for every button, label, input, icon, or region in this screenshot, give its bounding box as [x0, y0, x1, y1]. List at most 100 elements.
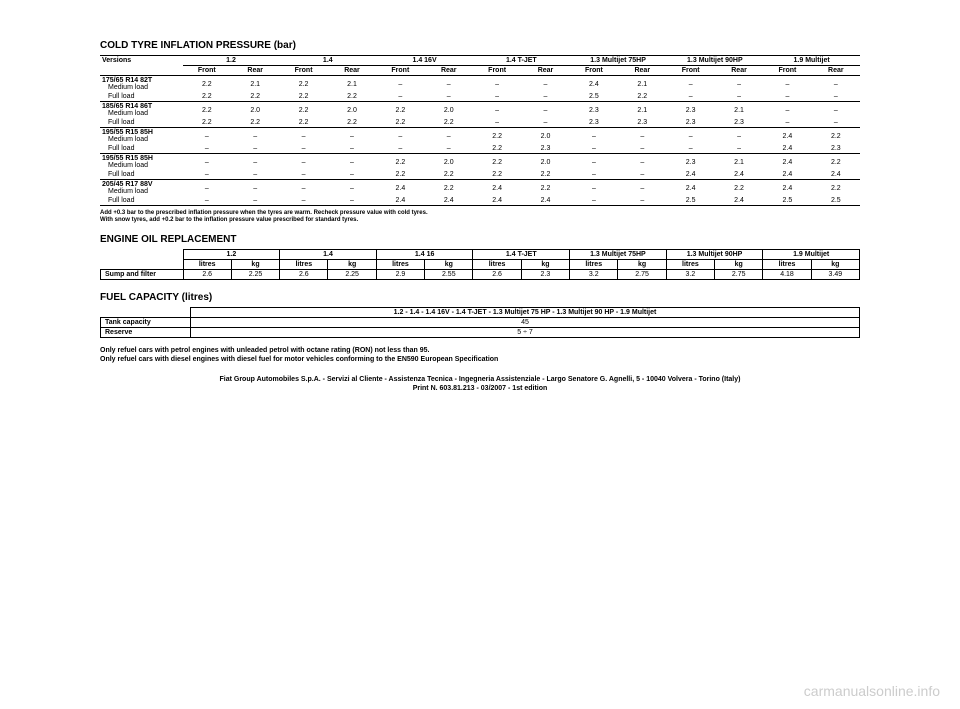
- tyre-val: 2.4: [521, 196, 569, 206]
- tyre-val: –: [328, 144, 376, 154]
- tyre-val: –: [812, 92, 860, 102]
- tyre-val: –: [473, 76, 521, 93]
- tyre-val: –: [425, 128, 473, 145]
- tyre-val: 2.2: [376, 102, 424, 119]
- col-group: 1.4 T-JET: [473, 250, 570, 260]
- tyre-val: 2.4: [763, 180, 811, 197]
- fuel-header: 1.2 - 1.4 - 1.4 16V - 1.4 T-JET - 1.3 Mu…: [191, 308, 860, 318]
- tyre-val: –: [618, 180, 666, 197]
- tyre-val: –: [183, 128, 231, 145]
- col-sub: Rear: [328, 66, 376, 76]
- tyre-val: –: [666, 76, 714, 93]
- tyre-row-label: 195/55 R15 85HMedium load: [100, 128, 183, 145]
- tyre-val: –: [812, 118, 860, 128]
- tyre-val: –: [231, 170, 279, 180]
- tyre-val: –: [570, 154, 618, 171]
- tyre-val: 2.1: [715, 154, 763, 171]
- tyre-val: 2.4: [763, 154, 811, 171]
- col-group: 1.4 16: [376, 250, 473, 260]
- tyre-val: –: [183, 144, 231, 154]
- tyre-row-sublabel: Full load: [100, 118, 183, 128]
- col-sub: Rear: [231, 66, 279, 76]
- oil-val: 2.6: [280, 270, 328, 280]
- tyre-val: 2.2: [279, 102, 327, 119]
- tyre-val: –: [521, 92, 569, 102]
- tyre-val: 2.3: [618, 118, 666, 128]
- tyre-val: –: [183, 180, 231, 197]
- tyre-val: 2.4: [376, 196, 424, 206]
- tyre-val: 2.2: [473, 154, 521, 171]
- fuel-note: Only refuel cars with petrol engines wit…: [100, 346, 860, 364]
- tyre-val: –: [570, 144, 618, 154]
- tyre-val: –: [473, 102, 521, 119]
- oil-val: 2.75: [715, 270, 763, 280]
- fuel-row-label: Reserve: [101, 328, 191, 338]
- tyre-val: –: [763, 102, 811, 119]
- col-sub: Front: [473, 66, 521, 76]
- oil-val: 2.55: [425, 270, 473, 280]
- fuel-val: 45: [191, 318, 860, 328]
- tyre-val: –: [618, 144, 666, 154]
- fuel-row-label: Tank capacity: [101, 318, 191, 328]
- col-group: 1.4: [279, 56, 376, 66]
- tyre-val: –: [812, 102, 860, 119]
- oil-val: 2.9: [376, 270, 424, 280]
- versions-label: Versions: [100, 56, 183, 76]
- oil-val: 4.18: [763, 270, 811, 280]
- watermark: carmanualsonline.info: [804, 683, 940, 699]
- tyre-row-sublabel: Full load: [100, 196, 183, 206]
- col-sub: litres: [570, 260, 618, 270]
- tyre-val: –: [618, 196, 666, 206]
- tyre-val: 2.3: [666, 102, 714, 119]
- tyre-val: –: [376, 92, 424, 102]
- tyre-val: 2.2: [473, 170, 521, 180]
- tyre-val: –: [570, 128, 618, 145]
- tyre-val: 2.3: [666, 118, 714, 128]
- col-sub: kg: [811, 260, 859, 270]
- tyre-val: 2.0: [425, 102, 473, 119]
- tyre-val: –: [715, 76, 763, 93]
- oil-section-title: ENGINE OIL REPLACEMENT: [100, 234, 860, 245]
- tyre-val: 2.5: [570, 92, 618, 102]
- oil-val: 2.3: [521, 270, 569, 280]
- col-sub: kg: [521, 260, 569, 270]
- tyre-val: 2.2: [183, 118, 231, 128]
- tyre-footnote: Add +0.3 bar to the prescribed inflation…: [100, 210, 860, 224]
- oil-val: 2.75: [618, 270, 666, 280]
- tyre-val: 2.2: [376, 154, 424, 171]
- tyre-section-title: COLD TYRE INFLATION PRESSURE (bar): [100, 40, 860, 51]
- tyre-val: 2.4: [812, 170, 860, 180]
- tyre-val: –: [521, 76, 569, 93]
- col-sub: litres: [280, 260, 328, 270]
- tyre-val: –: [279, 128, 327, 145]
- col-group: 1.3 Multijet 90HP: [666, 56, 763, 66]
- tyre-row-label: 175/65 R14 82TMedium load: [100, 76, 183, 93]
- tyre-val: 2.2: [812, 154, 860, 171]
- oil-val: 2.6: [473, 270, 521, 280]
- tyre-val: –: [183, 170, 231, 180]
- tyre-val: 2.2: [521, 170, 569, 180]
- col-sub: Rear: [812, 66, 860, 76]
- col-sub: Front: [376, 66, 424, 76]
- tyre-val: –: [231, 128, 279, 145]
- tyre-val: 2.2: [183, 76, 231, 93]
- tyre-row-label: 185/65 R14 86TMedium load: [100, 102, 183, 119]
- tyre-val: 2.3: [715, 118, 763, 128]
- tyre-val: –: [231, 196, 279, 206]
- tyre-val: 2.1: [618, 102, 666, 119]
- tyre-val: –: [521, 102, 569, 119]
- tyre-val: –: [328, 180, 376, 197]
- tyre-val: –: [183, 154, 231, 171]
- col-group: 1.2: [183, 56, 280, 66]
- tyre-val: –: [570, 170, 618, 180]
- oil-val: 2.25: [328, 270, 376, 280]
- tyre-val: –: [328, 170, 376, 180]
- col-group: 1.3 Multijet 75HP: [570, 56, 667, 66]
- tyre-val: 2.2: [376, 170, 424, 180]
- tyre-row-label: 195/55 R15 85HMedium load: [100, 154, 183, 171]
- col-group: 1.4 16V: [376, 56, 473, 66]
- tyre-val: –: [763, 118, 811, 128]
- tyre-val: 2.2: [183, 92, 231, 102]
- tyre-val: –: [425, 144, 473, 154]
- tyre-val: –: [666, 144, 714, 154]
